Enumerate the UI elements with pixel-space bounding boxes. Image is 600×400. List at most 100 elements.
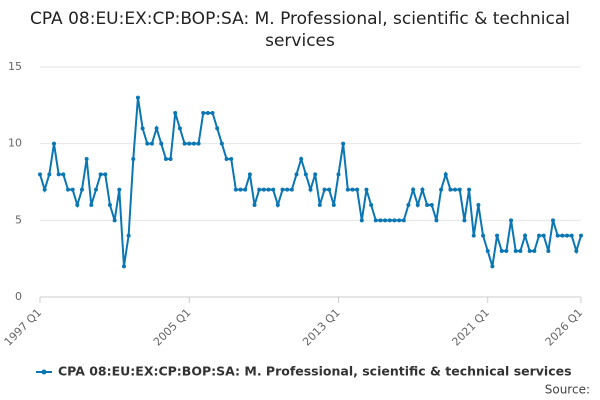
y-tick-label: 5 [15, 213, 22, 226]
point [467, 187, 472, 192]
point [219, 141, 224, 146]
point [224, 157, 229, 161]
point [289, 187, 294, 192]
x-tick-label: 2026 Q1 [543, 306, 586, 349]
point [439, 187, 444, 192]
point [131, 157, 136, 161]
point [135, 95, 140, 100]
point [313, 172, 318, 177]
point [294, 172, 299, 177]
x-tick-label: 2005 Q1 [151, 306, 194, 349]
point [322, 187, 327, 192]
point [373, 218, 378, 223]
point [145, 141, 150, 146]
point [420, 187, 425, 192]
point [182, 141, 187, 146]
legend-marker [41, 369, 47, 375]
y-tick-label: 15 [8, 60, 22, 73]
point [555, 233, 560, 238]
point [513, 249, 518, 253]
point [56, 172, 61, 177]
point [243, 187, 248, 192]
point [154, 126, 159, 131]
point [159, 141, 164, 146]
point [359, 218, 364, 223]
point [364, 187, 369, 192]
point [565, 233, 570, 238]
point [453, 187, 458, 192]
point [471, 233, 476, 238]
point [331, 203, 336, 207]
point [103, 172, 108, 177]
point [285, 187, 290, 192]
point [509, 218, 514, 223]
point [317, 203, 322, 207]
point [299, 157, 304, 161]
point [541, 233, 546, 238]
point [546, 249, 551, 253]
line [39, 97, 582, 267]
point [229, 157, 234, 161]
point [98, 172, 103, 177]
point [429, 203, 434, 207]
point [117, 187, 122, 192]
point [574, 249, 579, 253]
point [523, 233, 528, 238]
point [233, 187, 238, 192]
point [271, 187, 276, 192]
point [140, 126, 145, 131]
point [327, 187, 332, 192]
point [462, 218, 467, 223]
point [350, 187, 355, 192]
point [61, 172, 66, 177]
point [177, 126, 182, 131]
point [163, 157, 168, 161]
point [112, 218, 117, 223]
point [383, 218, 388, 223]
point [476, 203, 481, 207]
point [485, 249, 490, 253]
point [504, 249, 509, 253]
point [75, 203, 80, 207]
point [84, 157, 89, 161]
point [191, 141, 196, 146]
x-tick-label: 2013 Q1 [300, 306, 343, 349]
point [425, 203, 430, 207]
chart-title: CPA 08:EU:EX:CP:BOP:SA: M. Professional,… [30, 9, 570, 51]
point [415, 203, 420, 207]
point [280, 187, 285, 192]
point [275, 203, 280, 207]
point [47, 172, 52, 177]
point [490, 264, 495, 269]
point [51, 141, 56, 146]
point [149, 141, 154, 146]
point [532, 249, 537, 253]
point [266, 187, 271, 192]
point [397, 218, 402, 223]
point [443, 172, 448, 177]
point [238, 187, 243, 192]
point [205, 111, 210, 115]
point [336, 172, 341, 177]
point [252, 203, 257, 207]
point [65, 187, 70, 192]
point [369, 203, 374, 207]
point [569, 233, 574, 238]
point [518, 249, 523, 253]
point [168, 157, 173, 161]
point [434, 218, 439, 223]
point [551, 218, 556, 223]
point [187, 141, 192, 146]
point [392, 218, 397, 223]
point [560, 233, 565, 238]
point [481, 233, 486, 238]
point [79, 187, 84, 192]
point [401, 218, 406, 223]
point [308, 187, 313, 192]
source: Source: [545, 383, 590, 397]
point [38, 172, 42, 177]
point [495, 233, 500, 238]
point [93, 187, 98, 192]
point [89, 203, 94, 207]
